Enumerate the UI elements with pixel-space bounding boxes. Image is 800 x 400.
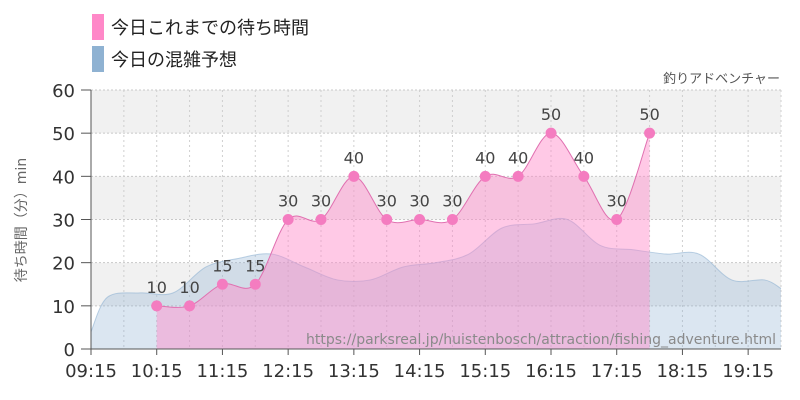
grid-bands [91, 90, 781, 349]
data-points [151, 127, 656, 312]
grid-band-4 [91, 133, 781, 177]
series-actual-line [156, 132, 651, 308]
x-tick-label: 09:15 [65, 361, 117, 382]
data-point [479, 170, 491, 182]
x-tick-label: 10:15 [131, 361, 183, 382]
grid-band-3 [91, 176, 781, 220]
data-label: 30 [607, 192, 627, 211]
legend-label-0: 今日これまでの待ち時間 [111, 18, 309, 39]
chart-subtitle: 釣りアドベンチャー [663, 71, 780, 87]
y-tick-label: 30 [52, 211, 75, 232]
y-tick-label: 60 [52, 81, 75, 102]
data-point [381, 214, 393, 225]
grid-band-1 [91, 262, 781, 306]
data-point [545, 127, 557, 139]
y-tick-label: 40 [52, 167, 75, 188]
legend-swatch-0 [92, 14, 104, 40]
y-tick-label: 50 [52, 124, 75, 145]
data-label: 30 [311, 192, 331, 211]
data-label: 10 [179, 278, 199, 297]
data-point [446, 214, 458, 225]
x-tick-label: 11:15 [196, 361, 248, 382]
grid-band-2 [91, 219, 781, 263]
x-tick-label: 17:15 [591, 361, 643, 382]
data-point [315, 214, 327, 225]
series-forecast-line [90, 217, 782, 332]
x-tick-label: 13:15 [328, 361, 380, 382]
data-label: 30 [409, 192, 429, 211]
data-labels: 10 10 15 15 30 30 40 30 30 30 40 40 50 40 30 50 [147, 105, 660, 297]
data-point [151, 300, 163, 312]
x-tick-label: 14:15 [394, 361, 446, 382]
data-point [578, 170, 590, 182]
data-point [184, 300, 196, 312]
data-point [512, 170, 524, 182]
legend-label-1: 今日の混雑予想 [111, 50, 237, 71]
data-label: 40 [475, 148, 495, 167]
data-label: 50 [639, 105, 659, 124]
data-label: 40 [508, 148, 528, 167]
legend-swatch-1 [92, 46, 104, 72]
data-label: 10 [147, 278, 167, 297]
data-label: 15 [212, 256, 232, 275]
data-label: 30 [442, 192, 462, 211]
data-point [249, 278, 261, 290]
data-label: 30 [278, 192, 298, 211]
data-point [216, 278, 228, 290]
grid-band-0 [91, 305, 781, 349]
series-forecast-area [91, 218, 781, 349]
data-label: 30 [377, 192, 397, 211]
x-tick-label: 19:15 [722, 361, 774, 382]
grid-band-5 [91, 90, 781, 134]
x-tick-label: 16:15 [525, 361, 577, 382]
data-label: 50 [541, 105, 561, 124]
y-tick-label: 10 [52, 297, 75, 318]
data-label: 15 [245, 256, 265, 275]
x-tick-label: 18:15 [656, 361, 708, 382]
data-point [414, 214, 426, 225]
watermark-url: https://parksreal.jp/huistenbosch/attrac… [306, 332, 776, 348]
series-actual-area [156, 133, 650, 349]
y-axis-label: 待ち時間（分）min [14, 158, 30, 282]
data-point [282, 214, 294, 225]
axes: 0 10 20 30 40 50 60 09:15 10:15 11:15 12:15 13:15 14… [52, 81, 781, 382]
data-point [611, 214, 623, 225]
series-areas [90, 132, 782, 349]
data-point [348, 170, 360, 182]
data-label: 40 [344, 148, 364, 167]
x-tick-label: 12:15 [262, 361, 314, 382]
y-tick-label: 0 [64, 340, 75, 361]
legend: 今日これまでの待ち時間 今日の混雑予想 [92, 14, 309, 72]
data-label: 40 [574, 148, 594, 167]
data-point [644, 127, 656, 139]
x-tick-label: 15:15 [459, 361, 511, 382]
y-tick-label: 20 [52, 254, 75, 275]
